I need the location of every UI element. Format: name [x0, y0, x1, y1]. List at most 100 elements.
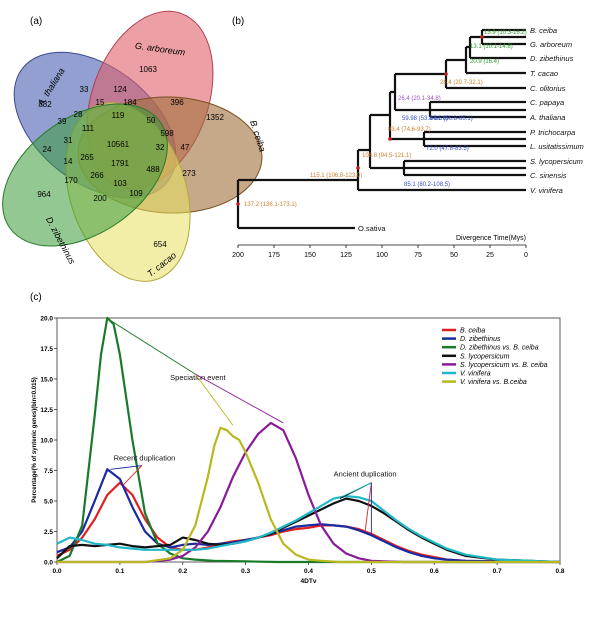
venn-count: 31 [64, 136, 73, 145]
x-tick-label: 0.0 [52, 568, 61, 575]
y-tick-label: 12.5 [40, 407, 53, 414]
taxon-label: P. trichocarpa [530, 128, 575, 137]
venn-count: 964 [37, 190, 51, 199]
tree-axis-label: Divergence Time(Mys) [456, 235, 526, 242]
venn-count: 170 [64, 176, 78, 185]
tree-axis-tick-label: 125 [340, 252, 352, 259]
legend-entry: S. lycopersicum vs. B. ceiba [460, 362, 548, 369]
taxon-label: G. arboreum [530, 40, 572, 49]
y-tick-label: 10.0 [40, 438, 53, 445]
tree-axis-tick-label: 75 [414, 252, 422, 259]
tree-axis-tick-label: 50 [450, 252, 458, 259]
node-label: 66.6 (56.8-85.1) [430, 116, 473, 122]
phylogenetic-tree [236, 28, 526, 230]
panel-label-a: (a) [30, 16, 42, 27]
venn-count: 10561 [107, 140, 130, 149]
venn-diagram: A. thaliana G. arboreum B. ceiba T. caca… [2, 10, 268, 282]
taxon-label: T. cacao [530, 69, 558, 78]
legend-entry: V. vinifera [460, 371, 491, 378]
venn-count: 33 [80, 85, 89, 94]
tree-time-axis: Divergence Time(Mys) 200 175 150 125 100 75 50… [232, 235, 528, 259]
venn-count: 32 [156, 143, 165, 152]
venn-count: 266 [90, 171, 104, 180]
annotation-arrow [194, 373, 234, 426]
venn-count: 47 [181, 143, 190, 152]
panel-label-b: (b) [232, 16, 244, 27]
tree-axis-tick-label: 0 [524, 252, 528, 259]
y-tick-label: 20.0 [40, 316, 53, 323]
venn-count: 488 [146, 165, 160, 174]
annotation-arrow [364, 482, 372, 532]
x-axis-label: 4DTv [301, 578, 317, 585]
venn-count: 14 [64, 157, 73, 166]
venn-count: 24 [43, 145, 52, 154]
chart-annotation: Recent duplication [114, 454, 176, 463]
venn-count: 15 [96, 98, 105, 107]
taxon-label: S. lycopersicum [530, 157, 583, 166]
venn-count: 396 [170, 98, 184, 107]
node-label: 72.0 (47.8-83.5) [426, 146, 469, 152]
ks-distribution-chart: 0.0 2.5 5.0 7.5 10.0 12.5 15.0 17.5 20.0 0.0 0.1 0.… [32, 316, 565, 586]
y-axis-label: Percentage(% of syntenic genes)(bin=0.01… [32, 377, 38, 503]
venn-set-d-zibethinus [2, 103, 168, 247]
annotation-arrow [342, 482, 372, 497]
node-marker [388, 137, 392, 141]
y-tick-label: 5.0 [44, 499, 53, 506]
node-label: 115.1 (106.8-123.0) [310, 173, 362, 179]
node-marker [356, 166, 360, 170]
panel-label-c: (c) [30, 292, 42, 303]
taxon-label: B. ceiba [530, 26, 557, 35]
tree-axis-tick-label: 175 [268, 252, 280, 259]
tree-axis-tick-label: 25 [486, 252, 494, 259]
annotation-arrow [195, 373, 284, 424]
venn-count: 184 [123, 98, 137, 107]
node-label: 20.9 (16.4) [470, 59, 499, 65]
venn-count: 598 [160, 129, 174, 138]
node-label: 85.1 (80.2-108.5) [404, 182, 450, 188]
annotation-arrow [110, 320, 196, 375]
legend-entry: S. lycopersicum [460, 353, 510, 360]
x-tick-label: 0.1 [115, 568, 124, 575]
x-tick-label: 0.3 [241, 568, 250, 575]
y-tick-label: 7.5 [44, 468, 53, 475]
tree-axis-tick-label: 150 [304, 252, 316, 259]
taxon-label: A. thaliana [529, 113, 565, 122]
venn-count: 28 [74, 110, 83, 119]
node-label: 26.4 (20.1-34.8) [398, 96, 441, 102]
y-tick-label: 17.5 [40, 346, 53, 353]
node-label: 106.8 (94.5-121.1) [362, 153, 411, 159]
chart-annotation: Ancient duplication [334, 470, 397, 479]
series-line [56, 316, 560, 564]
venn-count: 111 [82, 124, 95, 133]
taxon-label: C. olitorius [530, 84, 566, 93]
venn-count: 119 [112, 111, 125, 120]
venn-count: 1791 [111, 159, 129, 168]
x-tick-label: 0.8 [555, 568, 564, 575]
y-tick-label: 15.0 [40, 377, 53, 384]
x-tick-label: 0.2 [178, 568, 187, 575]
series-line [56, 495, 561, 564]
series-line [57, 421, 560, 564]
legend-entry: D. zibethinus vs. B. ceiba [460, 345, 539, 352]
venn-count: 1063 [139, 65, 157, 74]
series-line [56, 481, 561, 564]
y-tick-label: 0.0 [44, 560, 53, 567]
venn-count: 654 [153, 240, 167, 249]
node-marker [444, 72, 448, 76]
venn-count: 265 [80, 153, 94, 162]
node-label: 13.9 (10.3-16.2) [484, 30, 527, 36]
taxon-label: D. zibethinus [530, 54, 574, 63]
taxon-label: V. vinifera [530, 186, 563, 195]
venn-count: 273 [182, 169, 196, 178]
taxon-label: C. papaya [530, 98, 564, 107]
legend-entry: D. zibethinus [460, 336, 501, 343]
venn-count: 109 [129, 189, 143, 198]
node-label: 137.2 (136.1-173.1) [244, 202, 297, 208]
series-line [57, 426, 560, 564]
venn-count: 1352 [206, 113, 224, 122]
legend-entry: V. vinifera vs. B.ceiba [460, 379, 527, 386]
node-label: 13.1 (10.1-14.8) [470, 44, 513, 50]
annotation-arrow [110, 465, 142, 470]
node-marker [236, 202, 240, 206]
